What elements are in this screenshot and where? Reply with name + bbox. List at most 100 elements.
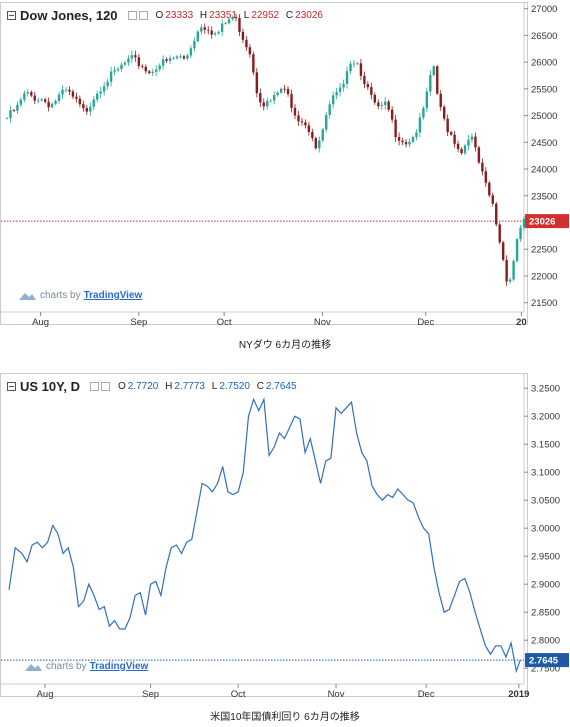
caption-us10y: 米国10年国債利回り 6カ月の推移 [210,712,360,723]
candle-body [397,137,401,141]
chart-header: US 10Y, D O 2.7720 H 2.7773 L 2.7520 C 2.764… [7,379,301,394]
dow-chart-svg: 27000 26500 26000 25500 25000 24500 24000 23500… [1,3,569,328]
x-tick-label: Dec [418,689,435,700]
candle-body [370,87,373,95]
y-tick-label: 25000 [531,111,557,122]
x-tick-label: Sep [142,689,159,700]
candle-body [463,145,467,154]
candle-body [54,100,57,104]
candle-body [196,31,200,42]
candle-body [172,58,175,60]
candle-body [238,18,241,32]
candle-body [474,136,477,148]
candle-body [283,88,286,90]
candle-body [470,136,474,140]
candle-body [394,119,397,138]
candle-body [116,68,120,71]
candle-body [207,29,210,31]
candle-body [446,118,449,133]
y-tick-label: 26500 [531,31,557,42]
candle-body [151,71,154,74]
candle-body [328,104,331,115]
candle-body [43,99,47,102]
candle-body [85,108,89,112]
candle-body [141,66,144,67]
candle-body [241,31,245,40]
candle-body [335,91,338,96]
candle-body [342,83,345,88]
candle-body [425,91,429,109]
candle-body [68,89,71,92]
settings-icon[interactable] [127,11,137,20]
candle-body [422,108,425,118]
candle-body [33,95,36,101]
candle-body [182,56,186,59]
y-tick-label: 2.8500 [531,608,560,619]
candle-body [321,129,324,141]
candle-body [453,134,456,144]
candle-body [307,125,311,132]
candle-body [61,89,64,95]
candle-body [501,242,505,260]
close-value: 23026 [295,10,323,21]
y-tick-label: 3.1500 [531,440,560,451]
candle-body [366,84,370,88]
candle-body [155,69,158,72]
y-tick-label: 2.9000 [531,580,560,591]
hide-icon[interactable] [100,382,110,391]
candle-body [266,100,269,107]
candle-body [99,91,102,94]
collapse-icon[interactable] [7,382,16,391]
yield-line [8,397,521,674]
candle-body [9,110,12,119]
candle-body [16,104,19,111]
candle-body [82,104,85,109]
tradingview-watermark[interactable]: charts by TradingView [23,661,148,672]
y-tick-label: 21500 [531,298,557,309]
candle-body [390,109,394,120]
y-tick-label: 3.0000 [531,524,560,535]
candle-body [259,93,262,103]
candle-body [349,63,352,72]
candle-body [200,27,203,32]
candle-body [57,94,61,101]
last-price-label: 2.7645 [529,656,559,667]
tradingview-watermark[interactable]: charts by TradingView [17,290,142,301]
x-tick-label: Nov [314,317,331,328]
last-price-label: 23026 [529,217,555,228]
tradingview-link[interactable]: TradingView [83,290,143,301]
candle-body [89,106,92,112]
candle-body [203,27,206,30]
tradingview-link[interactable]: TradingView [89,661,149,672]
candle-body [26,92,30,94]
candle-body [325,114,328,130]
y-tick-label: 25500 [531,84,557,95]
candle-body [508,279,512,282]
open-value: 2.7720 [127,381,159,392]
candle-body [47,101,50,108]
candle-body [387,101,390,110]
candle-body [439,93,442,107]
last-price-tag [525,214,569,229]
candle-body [96,93,99,100]
candle-body [189,48,193,56]
candle-body [484,171,488,183]
high-value: 23351 [209,10,237,21]
candle-body [356,63,359,65]
candle-body [217,31,220,34]
candle-body [314,138,318,149]
candles-group [5,13,526,287]
settings-icon[interactable] [89,382,99,391]
chart-header: Dow Jones, 120 O 23333 H 23351 L 22952 C 230… [7,8,327,23]
candle-body [286,89,290,95]
candle-body [411,137,415,142]
candle-body [224,23,227,24]
y-tick-label: 23500 [531,191,557,202]
candle-body [213,33,217,35]
collapse-icon[interactable] [7,11,16,20]
y-tick-label: 22500 [531,245,557,256]
hide-icon[interactable] [138,11,148,20]
candle-body [19,99,23,105]
y-tick-label: 2.7500 [531,664,560,675]
candle-body [113,70,116,72]
